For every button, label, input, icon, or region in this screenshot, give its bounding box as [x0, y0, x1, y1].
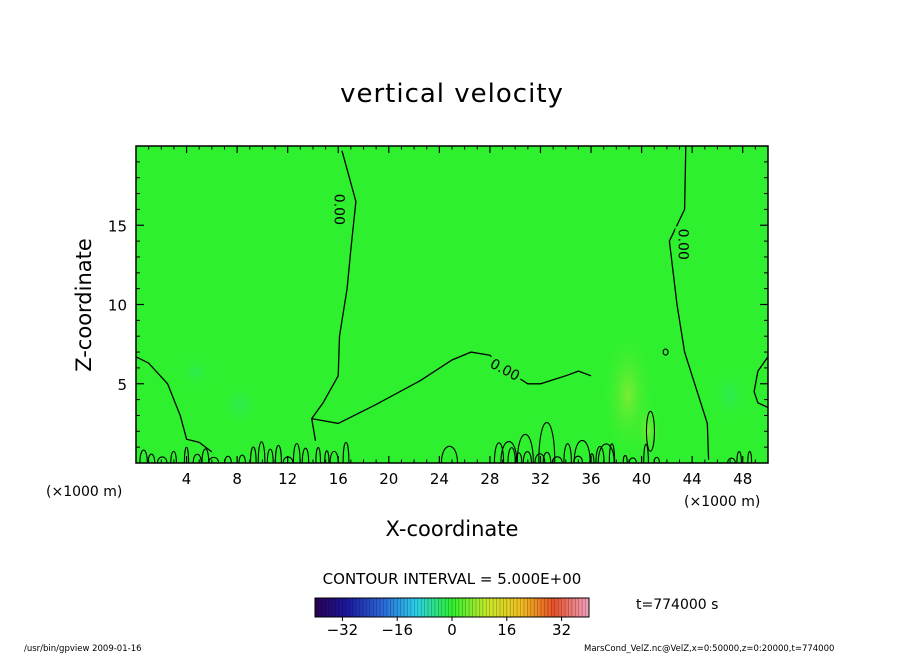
closed-contour-cell — [645, 410, 655, 452]
x-tick-label: 20 — [379, 470, 398, 488]
surface-cell — [597, 443, 615, 463]
surface-cell — [595, 445, 605, 463]
surface-cell — [266, 448, 274, 463]
zero-contour-left-column — [311, 150, 357, 441]
x-axis-label: X-coordinate — [386, 517, 519, 541]
surface-cell — [551, 456, 563, 463]
surface-cell — [201, 448, 210, 463]
surface-cell — [342, 441, 350, 463]
surface-cell — [493, 442, 505, 463]
surface-cell — [500, 441, 518, 463]
zero-contour-mid-ridge — [311, 351, 592, 425]
contour-label-bg — [331, 191, 348, 228]
colorbar-tick-label: −32 — [327, 621, 359, 639]
plot-shading — [178, 325, 750, 463]
x-tick-label: 44 — [683, 470, 702, 488]
surface-cell — [736, 450, 742, 463]
colorbar-tick-label: 0 — [447, 621, 457, 639]
x-tick-label: 16 — [329, 470, 348, 488]
closed-contour-cell — [662, 348, 669, 356]
y-tick-label: 5 — [117, 376, 127, 394]
x-tick-label: 28 — [480, 470, 499, 488]
x-axis-ticks: 4 8 12 16 20 24 28 32 36 40 44 48 — [148, 146, 756, 488]
colorbar-stripes — [318, 598, 586, 617]
x-tick-label: 24 — [430, 470, 449, 488]
surface-cell — [516, 433, 534, 463]
x-tick-label: 48 — [733, 470, 752, 488]
x-axis-unit-right: (×1000 m) — [684, 494, 760, 510]
surface-cell — [170, 450, 177, 463]
surface-cell — [573, 440, 591, 463]
surface-cell — [257, 441, 266, 463]
x-tick-label: 32 — [531, 470, 550, 488]
footer-program: /usr/bin/gpview 2009-01-16 — [24, 644, 142, 654]
colorbar: −32 −16 0 16 32 — [314, 597, 590, 639]
surface-cell — [534, 453, 546, 463]
x-tick-label: 8 — [232, 470, 242, 488]
colorbar-ticks: −32 −16 0 16 32 — [327, 617, 571, 639]
surface-cell — [274, 444, 282, 463]
y-tick-label: 15 — [108, 217, 127, 235]
zero-contour-right-edge — [753, 356, 768, 409]
contour-label-bg — [485, 353, 525, 385]
surface-cell — [515, 452, 523, 463]
contour-label: 0.00 — [331, 194, 347, 225]
zero-contour-left-edge — [136, 356, 213, 453]
x-tick-label: 4 — [182, 470, 192, 488]
colorbar-tick-label: −16 — [381, 621, 413, 639]
surface-cell — [324, 450, 330, 463]
surface-cell — [538, 422, 556, 463]
x-axis-unit-left: (×1000 m) — [46, 484, 122, 500]
surface-cell — [192, 453, 202, 463]
colorbar-tick-label: 16 — [497, 621, 516, 639]
chart-title: vertical velocity — [340, 79, 564, 109]
surface-cell — [183, 446, 190, 463]
y-tick-label: 10 — [108, 297, 127, 315]
surface-cell — [315, 446, 322, 463]
surface-cell — [440, 445, 459, 463]
surface-cell — [249, 446, 257, 463]
footer-source: MarsCond_VelZ.nc@VelZ,x=0:50000,z=0:2000… — [584, 644, 834, 654]
surface-cell — [643, 443, 649, 463]
surface-cell — [542, 451, 552, 463]
surface-cell — [507, 447, 516, 463]
x-tick-label: 12 — [278, 470, 297, 488]
y-axis-label: Z-coordinate — [72, 238, 96, 372]
contour-label-bg — [675, 226, 692, 263]
surface-cell — [727, 457, 736, 463]
surface-cell — [301, 447, 310, 463]
zero-contour-right-column — [668, 146, 710, 460]
surface-cell — [522, 451, 532, 463]
colorbar-tick-label: 32 — [552, 621, 571, 639]
y-axis-ticks: 5 10 15 — [108, 161, 768, 448]
surface-cell — [156, 456, 168, 463]
surface-cell — [622, 454, 628, 463]
x-tick-label: 40 — [632, 470, 651, 488]
time-text: t=774000 s — [636, 597, 718, 613]
contour-lines — [136, 146, 768, 460]
surface-cell — [139, 449, 148, 463]
x-tick-label: 36 — [581, 470, 600, 488]
surface-cell — [208, 456, 220, 463]
surface-cell — [563, 443, 572, 463]
contour-interval-text: CONTOUR INTERVAL = 5.000E+00 — [323, 570, 582, 588]
surface-cell — [292, 442, 301, 463]
surface-cell — [238, 454, 246, 463]
surface-cell — [747, 450, 753, 463]
contour-label: 0.00 — [674, 229, 690, 260]
